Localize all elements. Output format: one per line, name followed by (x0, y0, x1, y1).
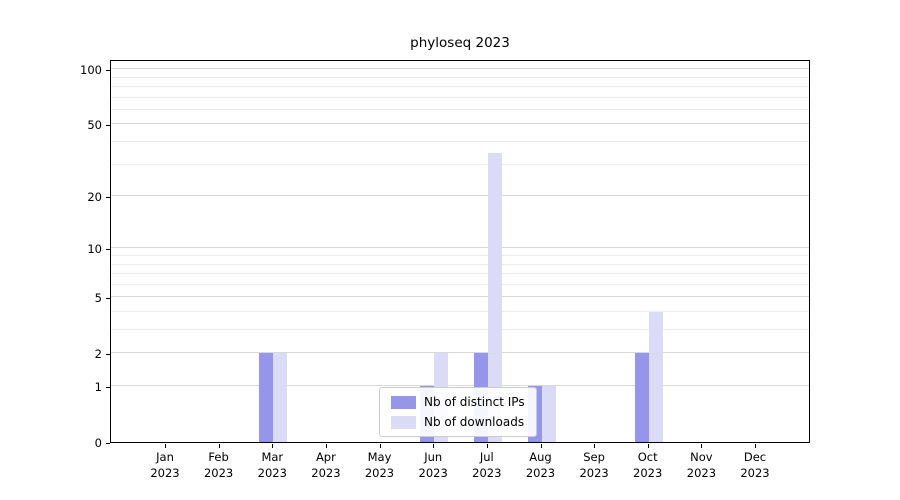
gridline-3 (111, 329, 809, 330)
x-tick-mark (272, 444, 274, 448)
x-tick-label-sep: Sep 2023 (579, 450, 609, 480)
y-tick-label-5: 5 (94, 291, 102, 306)
x-tick-label-aug: Aug 2023 (525, 450, 556, 480)
x-tick-mark (594, 444, 596, 448)
legend-item-downloads: Nb of downloads (391, 415, 525, 429)
gridline-8 (111, 263, 809, 265)
x-tick-mark (379, 444, 381, 448)
gridline-60 (111, 108, 809, 110)
legend: Nb of distinct IPs Nb of downloads (379, 387, 537, 437)
legend-swatch-distinct-ips (391, 395, 416, 409)
y-tick-mark (106, 387, 110, 388)
x-tick-label-jun: Jun 2023 (418, 450, 448, 480)
y-tick-label-20: 20 (87, 190, 102, 205)
x-tick-mark (433, 444, 435, 448)
x-tick-mark (218, 444, 220, 448)
gridline-90 (111, 76, 809, 78)
x-tick-label-apr: Apr 2023 (311, 450, 341, 480)
gridline-40 (111, 141, 809, 142)
y-tick-mark (106, 70, 110, 72)
gridline-7 (111, 273, 809, 274)
y-tick-mark (106, 298, 110, 300)
y-tick-mark (106, 249, 110, 251)
gridline-2 (111, 352, 809, 354)
x-tick-mark (701, 444, 703, 448)
x-tick-label-oct: Oct 2023 (633, 450, 663, 480)
x-tick-label-dec: Dec 2023 (740, 450, 770, 480)
y-tick-label-0: 0 (94, 436, 102, 450)
y-tick-label-100: 100 (80, 63, 102, 78)
gridline-30 (111, 163, 809, 165)
gridline-70 (111, 96, 809, 98)
gridline-1 (111, 385, 809, 386)
x-tick-label-mar: Mar 2023 (257, 450, 287, 480)
plot-area: Nb of distinct IPs Nb of downloads (110, 60, 810, 443)
gridline-4 (111, 311, 809, 312)
x-tick-label-jul: Jul 2023 (472, 450, 502, 480)
legend-label-distinct-ips: Nb of distinct IPs (424, 395, 525, 409)
gridline-9 (111, 255, 809, 256)
bar-downloads-aug (541, 386, 556, 442)
legend-item-distinct-ips: Nb of distinct IPs (391, 395, 525, 409)
bar-distinct-ips-mar (259, 353, 274, 442)
y-tick-label-1: 1 (94, 380, 102, 394)
y-tick-label-10: 10 (87, 242, 102, 257)
bar-downloads-oct (648, 312, 663, 442)
chart-title: phyloseq 2023 (410, 35, 510, 51)
bar-downloads-mar (273, 353, 288, 442)
gridline-10 (111, 247, 809, 249)
x-tick-mark (647, 444, 649, 448)
x-tick-mark (755, 444, 756, 448)
bar-distinct-ips-oct (634, 353, 649, 442)
gridline-6 (111, 283, 809, 285)
x-tick-label-may: May 2023 (364, 450, 395, 480)
x-tick-label-feb: Feb 2023 (203, 450, 234, 480)
legend-swatch-downloads (391, 415, 416, 429)
gridline-5 (111, 296, 809, 298)
x-tick-mark (325, 444, 327, 448)
y-tick-label-2: 2 (94, 347, 102, 362)
x-tick-label-jan: Jan 2023 (150, 450, 180, 480)
gridline-100 (111, 68, 809, 70)
legend-label-downloads: Nb of downloads (424, 415, 525, 429)
gridline-20 (111, 195, 809, 197)
y-tick-mark (106, 354, 110, 356)
gridline-80 (111, 86, 809, 87)
y-tick-label-50: 50 (87, 118, 102, 133)
x-tick-mark (165, 444, 166, 448)
y-tick-mark (106, 125, 110, 127)
bar-downloads-jul (487, 152, 502, 442)
x-tick-mark (486, 444, 488, 448)
y-tick-mark (106, 443, 110, 444)
gridline-50 (111, 123, 809, 125)
x-tick-mark (540, 444, 542, 448)
y-tick-mark (106, 197, 110, 199)
x-tick-label-nov: Nov 2023 (686, 450, 717, 480)
